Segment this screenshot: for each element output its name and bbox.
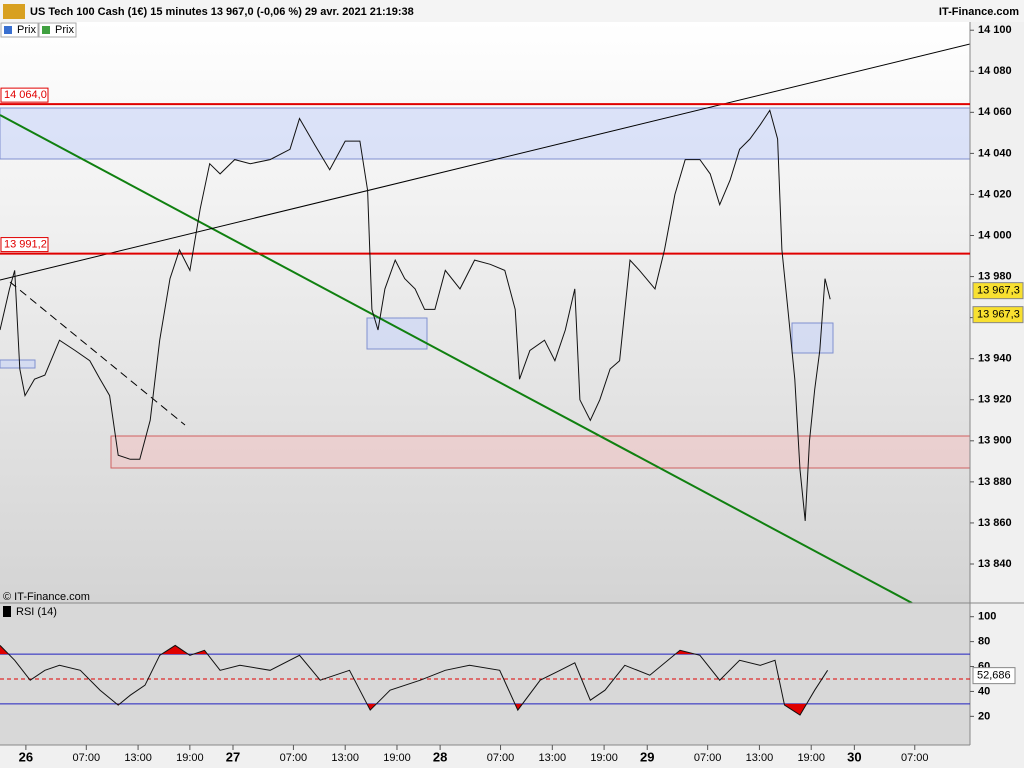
legend-icon	[42, 26, 50, 34]
x-tick-label: 19:00	[797, 752, 825, 764]
trendline	[0, 43, 970, 281]
x-tick-label: 19:00	[590, 752, 618, 764]
rsi-title: RSI (14)	[16, 606, 57, 618]
y-tick-label: 14 100	[978, 24, 1012, 36]
series-line	[0, 109, 831, 521]
y-tick-label: 13 980	[978, 270, 1012, 282]
y-tick-label: 14 000	[978, 229, 1012, 241]
x-tick-label: 13:00	[124, 752, 152, 764]
overbought-fill	[0, 645, 696, 655]
header-bar	[0, 0, 1024, 22]
x-tick-label: 07:00	[280, 752, 308, 764]
zone	[791, 322, 834, 354]
x-tick-label: 27	[226, 749, 240, 764]
y-tick-label: 13 940	[978, 353, 1012, 365]
trendline	[9, 281, 186, 426]
y-tick-label: 13 920	[978, 394, 1012, 406]
y-tick-label: 80	[978, 636, 990, 648]
zone	[366, 317, 428, 350]
level-label: 13 991,2	[4, 238, 47, 250]
x-tick-label: 13:00	[331, 752, 359, 764]
trendline	[0, 114, 913, 603]
x-tick-label: 19:00	[176, 752, 204, 764]
x-tick-label: 19:00	[383, 752, 411, 764]
level-label-box	[0, 237, 49, 253]
y-tick-label: 13 840	[978, 558, 1012, 570]
y-tick-label: 13 860	[978, 517, 1012, 529]
x-tick-label: 26	[19, 749, 33, 764]
y-tick-label: 14 040	[978, 147, 1012, 159]
y-tick-label: 40	[978, 685, 990, 697]
legend-icon	[3, 606, 11, 617]
zone	[0, 359, 36, 369]
last-rsi-label: 52,686	[977, 670, 1011, 682]
level-label-box	[0, 87, 49, 103]
last-price-box	[972, 306, 1024, 324]
legend-icon	[4, 26, 12, 34]
last-rsi-box	[972, 667, 1016, 685]
legend-label: Prix	[17, 24, 36, 36]
x-tick-label: 07:00	[694, 752, 722, 764]
zone	[0, 107, 970, 160]
x-tick-label: 07:00	[487, 752, 515, 764]
level-label: 14 064,0	[4, 89, 47, 101]
drawings	[0, 43, 970, 603]
x-tick-label: 07:00	[73, 752, 101, 764]
y-tick-label: 14 020	[978, 188, 1012, 200]
plot	[0, 644, 970, 716]
y-tick-label: 13 880	[978, 476, 1012, 488]
y-tick-label: 13 900	[978, 435, 1012, 447]
y-tick-label: 20	[978, 710, 990, 722]
legend-label: Prix	[55, 24, 74, 36]
source: IT-Finance.com	[939, 6, 1019, 18]
zone	[110, 435, 970, 469]
last-price-label: 13 967,3	[977, 285, 1020, 297]
x-tick-label: 13:00	[746, 752, 774, 764]
y-tick-label: 14 080	[978, 65, 1012, 77]
last-price-box	[972, 282, 1024, 300]
plot	[0, 103, 970, 521]
logo	[3, 4, 25, 19]
last-price-label: 13 967,3	[977, 309, 1020, 321]
x-tick-label: 07:00	[901, 752, 929, 764]
x-tick-label: 28	[433, 749, 447, 764]
y-tick-label: 14 060	[978, 106, 1012, 118]
x-tick-label: 29	[640, 749, 654, 764]
chart-title: US Tech 100 Cash (1€) 15 minutes 13 967,…	[30, 6, 414, 18]
x-tick-label: 30	[847, 749, 861, 764]
y-tick-label: 100	[978, 611, 996, 623]
watermark: © IT-Finance.com	[3, 591, 90, 603]
x-tick-label: 13:00	[539, 752, 567, 764]
rsi-panel	[0, 603, 970, 745]
series-line	[0, 644, 829, 716]
